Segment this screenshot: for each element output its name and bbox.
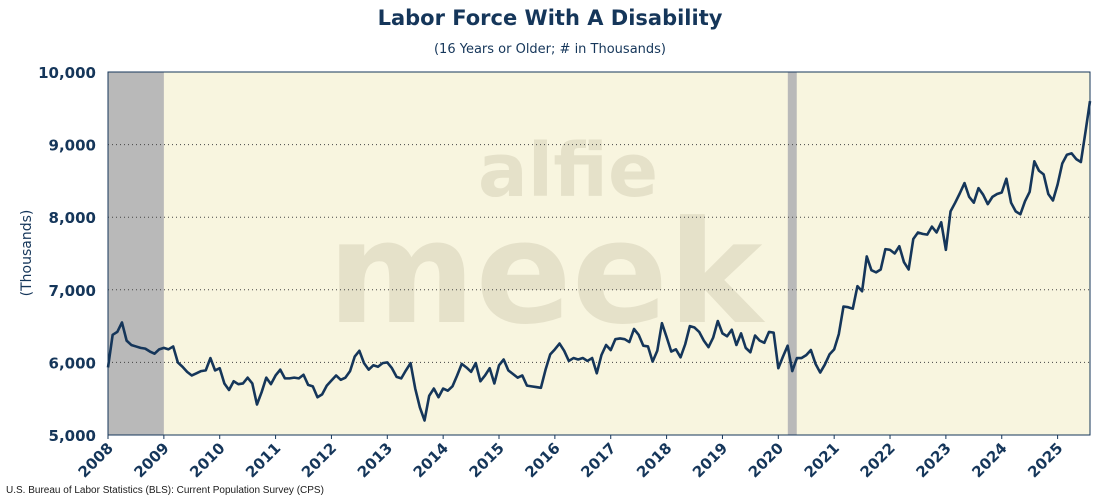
x-tick-label: 2008 [75, 439, 117, 481]
x-tick-label: 2012 [298, 439, 340, 481]
y-tick-label: 5,000 [49, 427, 96, 445]
x-tick-label: 2024 [968, 439, 1010, 481]
x-tick-label: 2011 [242, 439, 284, 481]
series-line [106, 100, 1092, 422]
x-tick-label: 2023 [912, 439, 954, 481]
x-tick-label: 2010 [186, 439, 228, 481]
watermark: alfie meek [327, 128, 766, 356]
chart-title: Labor Force With A Disability [377, 6, 723, 30]
recession-shading [108, 72, 797, 435]
x-tick-label: 2019 [689, 439, 731, 481]
chart-subtitle: (16 Years or Older; # in Thousands) [433, 42, 666, 57]
x-tick-label: 2009 [130, 439, 172, 481]
x-tick-label: 2020 [745, 439, 787, 481]
watermark-text-bottom: meek [327, 191, 766, 356]
x-tick-label: 2016 [521, 439, 563, 481]
x-tick-label: 2025 [1024, 439, 1066, 481]
source-note: U.S. Bureau of Labor Statistics (BLS): C… [6, 485, 324, 496]
y-tick-label: 8,000 [49, 209, 96, 227]
x-tick-label: 2021 [801, 439, 843, 481]
x-tick-label: 2017 [577, 439, 619, 481]
y-tick-label: 10,000 [38, 64, 96, 82]
y-tick-label: 6,000 [49, 354, 96, 372]
y-axis-label: (Thousands) [19, 210, 35, 297]
y-tick-label: 7,000 [49, 282, 96, 300]
x-tick-label: 2022 [857, 439, 899, 481]
y-tick-label: 9,000 [49, 137, 96, 155]
plot-background [108, 72, 1090, 435]
x-tick-label: 2015 [466, 439, 508, 481]
watermark-text-top: alfie [478, 128, 658, 214]
recession-band [787, 72, 797, 435]
x-tick-label: 2013 [354, 439, 396, 481]
recession-band [108, 72, 164, 435]
x-tick-label: 2014 [410, 439, 452, 481]
plot-border [107, 71, 1091, 436]
x-tick-label: 2018 [633, 439, 675, 481]
